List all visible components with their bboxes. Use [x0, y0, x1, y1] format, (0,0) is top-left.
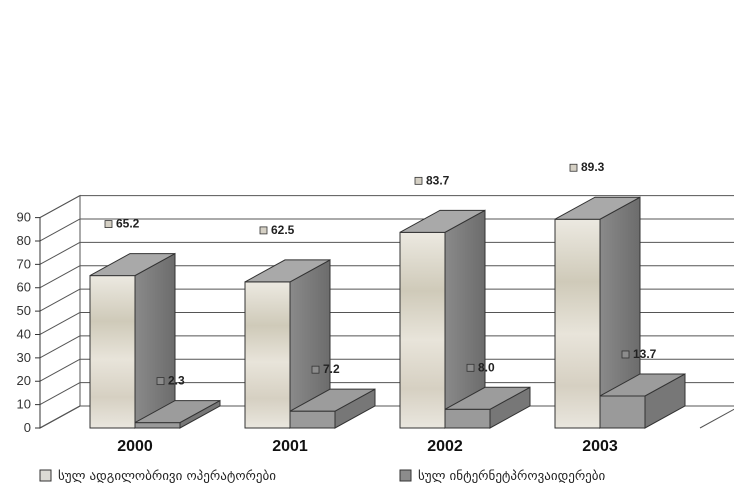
bar-top-face	[244, 259, 331, 283]
x-tick-label-2000: 2000	[117, 438, 153, 455]
y-axis: 0 10 20 30 40 50 60 70 80 90	[17, 210, 41, 435]
data-label-providers-2002: 8.0	[478, 360, 495, 374]
y-tick-label: 80	[17, 233, 31, 248]
bar-front-face	[399, 231, 446, 429]
x-tick-label-2001: 2001	[272, 438, 308, 455]
bar-providers-2001	[289, 388, 376, 429]
legend-swatch-1	[399, 469, 412, 482]
grid-line-side	[39, 265, 81, 289]
bar-front-face	[244, 281, 291, 429]
grid-line-side	[39, 288, 81, 312]
legend-label-1: სულ ინტერნეტპროვაიდერები	[418, 469, 606, 484]
grid-line-side	[39, 405, 81, 429]
bars	[89, 196, 686, 429]
grid-line-side	[39, 358, 81, 382]
bar-providers-2002	[444, 386, 531, 429]
grid-line-side	[39, 335, 81, 359]
data-label-providers-2001: 7.2	[323, 362, 340, 376]
y-tick-label: 40	[17, 326, 31, 341]
grid-line-side	[39, 312, 81, 335]
data-label-key	[414, 176, 423, 185]
bar-side-face	[134, 252, 176, 429]
bar-top-face	[89, 253, 176, 277]
bar-top-face	[134, 400, 221, 424]
bar-front-face	[444, 408, 491, 429]
grid-line-side	[39, 218, 81, 242]
y-tick-label: 30	[17, 350, 31, 365]
bar-top-face	[554, 196, 641, 220]
bar-operators-2001	[244, 259, 331, 429]
legend: სულ ადგილობრივი ოპერატორები სულ ინტერნეტპ…	[39, 469, 606, 484]
data-labels: 65.2 2.3 62.5 7.2 83.7 8.0 89.3 13.7	[104, 160, 657, 388]
y-tick-label: 60	[17, 280, 31, 295]
x-tick-label-2003: 2003	[582, 438, 618, 455]
bar-front-face	[289, 410, 336, 429]
bar-front-face	[89, 275, 136, 429]
bar-top-face	[289, 388, 376, 412]
bar-operators-2002	[399, 209, 486, 429]
grid-line-side	[39, 382, 81, 406]
data-label-providers-2000: 2.3	[168, 374, 185, 388]
x-tick-label-2002: 2002	[427, 438, 463, 455]
bar-providers-2003	[599, 373, 686, 429]
data-label-key	[466, 363, 475, 372]
bar-front-face	[599, 395, 646, 429]
data-label-key	[569, 163, 578, 172]
bar-providers-2000	[134, 399, 221, 429]
y-tick-label: 90	[17, 210, 31, 225]
data-label-providers-2003: 13.7	[633, 347, 657, 361]
y-tick-label: 0	[24, 420, 31, 435]
data-label-key	[259, 226, 268, 235]
grid-line-side	[39, 195, 81, 219]
bar-operators-2000	[89, 252, 176, 429]
bar-top-face	[599, 373, 686, 397]
data-label-key	[156, 377, 165, 386]
bar-top-face	[444, 386, 531, 410]
data-label-operators-2000: 65.2	[116, 217, 140, 231]
data-label-operators-2002: 83.7	[426, 173, 450, 187]
legend-label-0: სულ ადგილობრივი ოპერატორები	[58, 469, 276, 484]
bar-operators-2003	[554, 196, 641, 429]
grid-line-side	[39, 241, 81, 265]
bar-front-face	[134, 422, 181, 429]
bar-front-face	[554, 218, 601, 429]
data-label-operators-2001: 62.5	[271, 223, 295, 237]
x-axis: 2000 2001 2002 2003	[117, 438, 618, 455]
legend-swatch-0	[39, 469, 52, 482]
y-tick-label: 10	[17, 397, 31, 412]
bar-top-face	[399, 209, 486, 233]
data-label-operators-2003: 89.3	[581, 160, 605, 174]
data-label-key	[311, 365, 320, 374]
data-label-key	[621, 350, 630, 359]
y-tick-label: 50	[17, 303, 31, 318]
data-label-key	[104, 220, 113, 228]
y-tick-label: 20	[17, 373, 31, 388]
y-tick-label: 70	[17, 256, 31, 271]
